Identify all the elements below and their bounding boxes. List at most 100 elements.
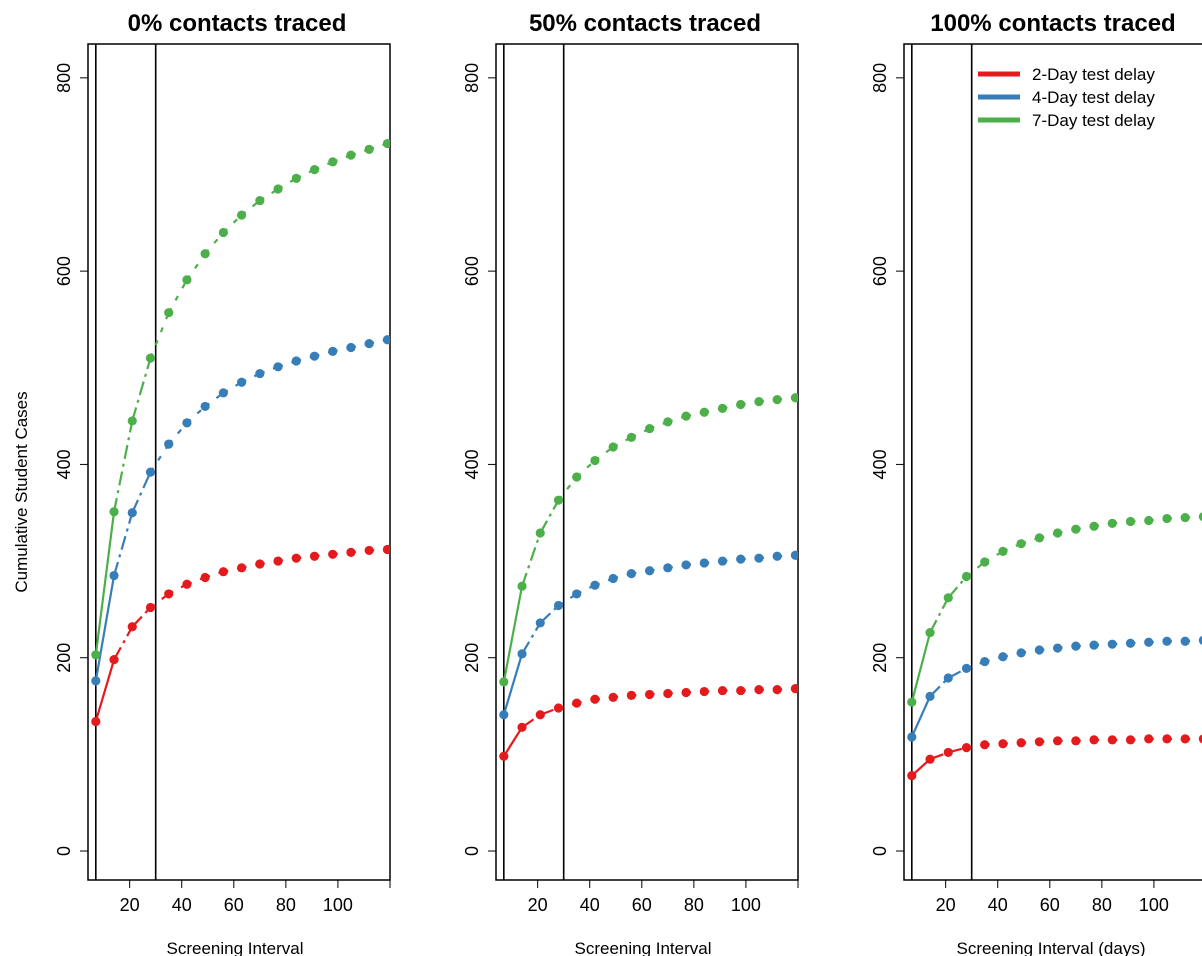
data-point — [382, 138, 390, 149]
series-segment — [557, 476, 578, 501]
data-point — [255, 368, 265, 379]
data-point — [736, 554, 746, 564]
data-point — [164, 308, 174, 318]
data-point — [1125, 516, 1136, 527]
series-segment — [539, 499, 560, 534]
data-point — [907, 771, 917, 781]
series-segment — [186, 253, 207, 281]
data-point — [790, 550, 798, 560]
data-point — [1198, 635, 1202, 645]
series-1 — [91, 544, 390, 727]
series-segment — [94, 659, 116, 722]
data-point — [572, 472, 582, 482]
data-point — [754, 553, 764, 563]
data-point — [237, 563, 247, 573]
series-segment — [131, 471, 152, 514]
series-segment — [929, 597, 950, 634]
data-point — [626, 569, 636, 579]
x-tick-label: 20 — [936, 895, 956, 915]
data-point — [382, 544, 390, 555]
x-tick-label: 40 — [988, 895, 1008, 915]
plot-area — [907, 44, 1202, 880]
data-point — [535, 528, 545, 538]
data-point — [1162, 513, 1172, 524]
series-segment — [112, 420, 134, 512]
y-tick-label: 600 — [462, 256, 482, 286]
series-2 — [91, 335, 390, 686]
data-point — [590, 455, 600, 466]
data-point — [736, 399, 746, 410]
legend-label: 4-Day test delay — [1032, 88, 1155, 107]
data-point — [309, 551, 320, 561]
y-tick-label: 400 — [462, 449, 482, 479]
y-tick-label: 200 — [870, 643, 890, 673]
data-point — [346, 342, 356, 353]
data-point — [1198, 512, 1202, 521]
data-point — [681, 687, 691, 698]
panel-1: 0% contacts traced 20 40 60 80 100 Screening I… — [12, 10, 391, 956]
data-point — [925, 627, 935, 638]
y-axis: 0 200 400 600 800 — [870, 63, 904, 856]
data-point — [572, 589, 582, 599]
series-segment — [113, 626, 134, 661]
data-point — [291, 173, 301, 183]
x-axis: 20 40 60 80 100 Screening Interval — [120, 879, 391, 956]
data-point — [145, 467, 156, 477]
data-point — [961, 663, 972, 673]
data-point — [328, 549, 338, 559]
x-tick-label: 100 — [731, 895, 761, 915]
series-segment — [94, 511, 116, 655]
data-point — [1198, 734, 1202, 744]
data-point — [309, 165, 320, 175]
data-point — [164, 589, 174, 599]
series-segment — [167, 422, 188, 445]
data-point — [1180, 512, 1190, 523]
data-point — [717, 403, 728, 413]
data-point — [943, 673, 953, 683]
x-axis-label: Screening Interval — [166, 939, 303, 956]
data-point — [517, 581, 527, 591]
series-1 — [907, 734, 1202, 781]
series-segment — [167, 279, 188, 314]
data-point — [645, 566, 655, 576]
panel-3: 100% contacts traced 20 40 60 80 100 Screening… — [870, 10, 1202, 956]
data-point — [772, 551, 782, 561]
y-tick-label: 0 — [462, 846, 482, 856]
series-segment — [149, 443, 170, 473]
data-point — [291, 356, 301, 366]
data-point — [925, 754, 935, 764]
data-point — [608, 573, 618, 584]
data-point — [943, 593, 953, 603]
series-segment — [94, 575, 116, 682]
data-point — [943, 747, 953, 758]
data-point — [91, 716, 101, 727]
x-axis: 20 40 60 80 100 Screening Interval (days) — [936, 879, 1202, 956]
data-point — [1071, 736, 1081, 746]
data-point — [553, 495, 564, 505]
data-point — [608, 442, 618, 452]
plot-frame — [495, 43, 799, 881]
data-point — [1144, 637, 1154, 647]
data-point — [1162, 734, 1172, 744]
data-point — [291, 553, 301, 563]
x-tick-label: 20 — [120, 895, 140, 915]
data-point — [273, 362, 283, 372]
series-segment — [149, 312, 170, 359]
data-point — [255, 559, 265, 569]
data-point — [273, 184, 283, 194]
series-segment — [910, 632, 932, 703]
series-segment — [204, 231, 225, 255]
x-axis-label: Screening Interval — [574, 939, 711, 956]
data-point — [961, 742, 972, 753]
series-1 — [499, 684, 798, 761]
data-point — [1034, 737, 1044, 747]
legend-label: 2-Day test delay — [1032, 65, 1155, 84]
data-point — [237, 210, 247, 220]
data-point — [273, 556, 283, 566]
data-point — [109, 570, 119, 581]
data-point — [218, 567, 228, 577]
data-point — [200, 401, 210, 412]
y-tick-label: 200 — [54, 643, 74, 673]
x-tick-label: 80 — [1092, 895, 1112, 915]
data-point — [237, 377, 247, 387]
